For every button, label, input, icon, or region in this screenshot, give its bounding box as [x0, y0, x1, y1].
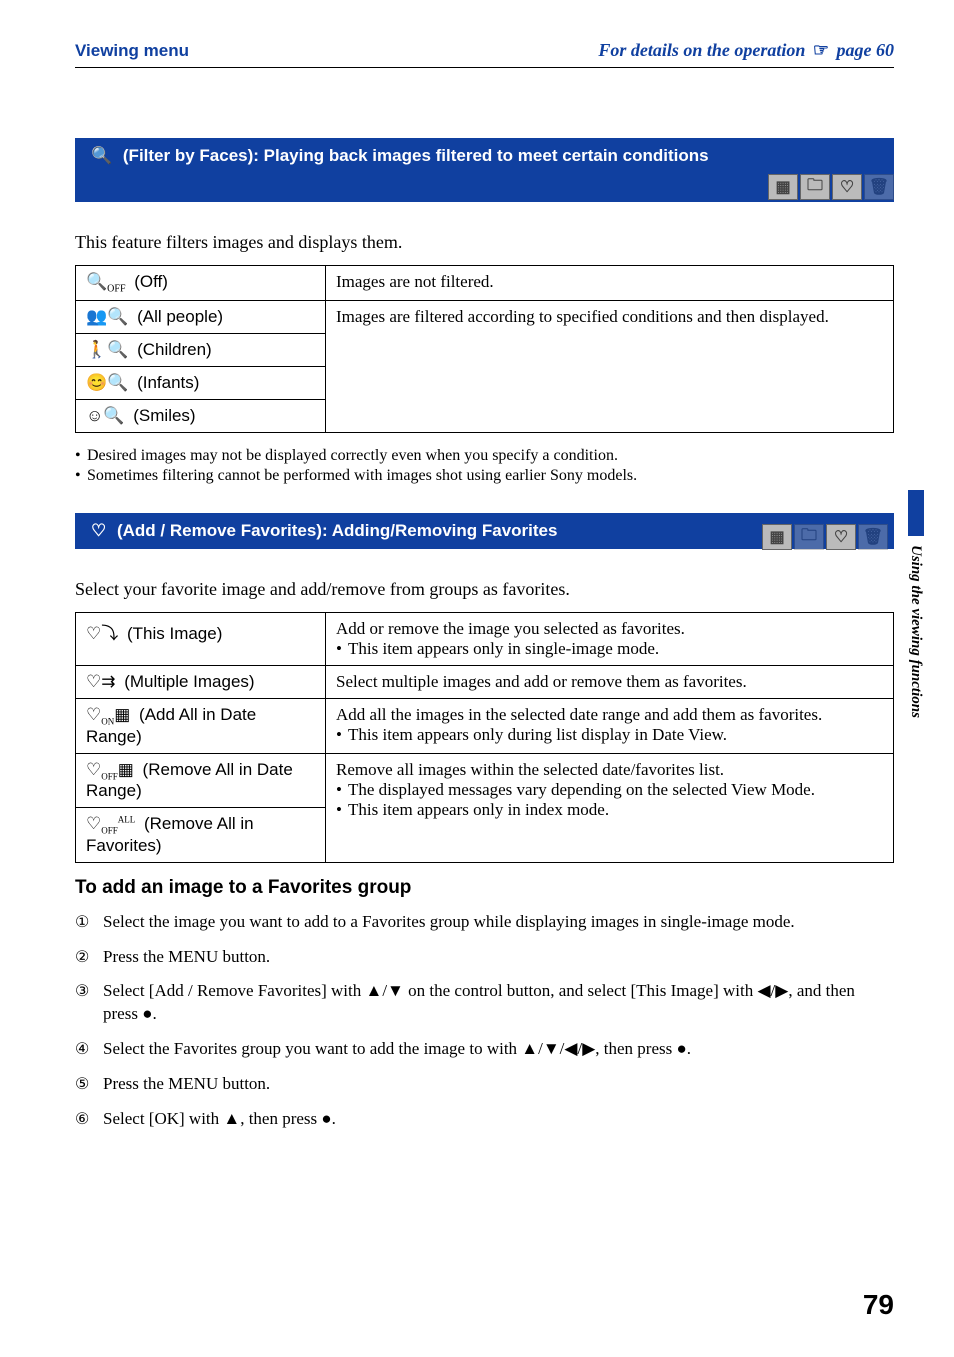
step-number-icon: ④ [75, 1039, 89, 1061]
step-item: ⑤Press the MENU button. [75, 1073, 894, 1096]
side-section-label: Using the viewing functions [907, 545, 924, 718]
calendar-mode-icon: ▦ [762, 524, 792, 550]
step-number-icon: ② [75, 947, 89, 969]
mode-icon-row: ▦ 🗀 ♡ 🗑 [768, 172, 894, 202]
trash-mode-icon: 🗑 [864, 174, 894, 200]
folder-mode-icon: 🗀 [800, 174, 830, 200]
step-number-icon: ① [75, 912, 89, 934]
step-number-icon: ⑤ [75, 1074, 89, 1096]
section1-notes: Desired images may not be displayed corr… [75, 447, 894, 485]
header-left: Viewing menu [75, 41, 189, 61]
multiple-images-icon: ♡⇉ [86, 672, 115, 691]
section-filter-by-faces: 🔍 (Filter by Faces): Playing back images… [75, 138, 894, 202]
step-number-icon: ⑥ [75, 1109, 89, 1131]
section2-intro: Select your favorite image and add/remov… [75, 579, 894, 600]
trash-mode-icon: 🗑 [858, 524, 888, 550]
favorites-mode-icon: ♡ [826, 524, 856, 550]
favorites-options-table: ♡⤵ (This Image) Add or remove the image … [75, 612, 894, 862]
subheading-add-favorites: To add an image to a Favorites group [75, 877, 894, 899]
off-icon: 🔍OFF [86, 272, 126, 291]
row-children: 🚶🔍 (Children) [76, 334, 326, 367]
row-smiles: ☺🔍 (Smiles) [76, 400, 326, 433]
row-remove-all-favorites: ♡OFFALL (Remove All in Favorites) [76, 808, 326, 862]
step-item: ①Select the image you want to add to a F… [75, 911, 894, 934]
page-number: 79 [863, 1289, 894, 1321]
section1-intro: This feature filters images and displays… [75, 232, 894, 253]
step-item: ②Press the MENU button. [75, 946, 894, 969]
add-all-date-icon: ♡ON▦ [86, 705, 130, 724]
row-add-all-date: ♡ON▦ (Add All in Date Range) [76, 699, 326, 753]
row-add-all-date-desc: Add all the images in the selected date … [326, 699, 894, 753]
section-title: (Add / Remove Favorites): Adding/Removin… [112, 521, 557, 540]
step-item: ④Select the Favorites group you want to … [75, 1038, 894, 1061]
row-multiple-images-desc: Select multiple images and add or remove… [326, 666, 894, 699]
mode-icon-row: ▦ 🗀 ♡ 🗑 [762, 522, 888, 540]
this-image-icon: ♡⤵ [86, 624, 118, 643]
section-title: (Filter by Faces): Playing back images f… [118, 146, 708, 165]
pointer-icon: ☞ [813, 40, 829, 61]
step-item: ③Select [Add / Remove Favorites] with ▲/… [75, 980, 894, 1026]
smiles-icon: ☺🔍 [86, 406, 125, 425]
calendar-mode-icon: ▦ [768, 174, 798, 200]
row-off-desc: Images are not filtered. [326, 266, 894, 301]
remove-all-date-icon: ♡OFF▦ [86, 760, 134, 779]
filter-options-table: 🔍OFF (Off) Images are not filtered. 👥🔍 (… [75, 265, 894, 433]
step-number-icon: ③ [75, 981, 89, 1003]
all-people-icon: 👥🔍 [86, 307, 128, 326]
row-filtered-desc: Images are filtered according to specifi… [326, 301, 894, 433]
infants-icon: 😊🔍 [86, 373, 128, 392]
magnifier-icon: 🔍 [91, 146, 112, 165]
note-item: Desired images may not be displayed corr… [75, 447, 894, 465]
row-all-people: 👥🔍 (All people) [76, 301, 326, 334]
row-infants: 😊🔍 (Infants) [76, 367, 326, 400]
children-icon: 🚶🔍 [86, 340, 128, 359]
row-remove-all-date: ♡OFF▦ (Remove All in Date Range) [76, 753, 326, 807]
step-item: ⑥Select [OK] with ▲, then press ●. [75, 1108, 894, 1131]
note-item: Sometimes filtering cannot be performed … [75, 467, 894, 485]
row-multiple-images: ♡⇉ (Multiple Images) [76, 666, 326, 699]
row-this-image-desc: Add or remove the image you selected as … [326, 613, 894, 666]
side-tab-marker [908, 490, 924, 536]
heart-icon: ♡ [91, 521, 106, 540]
header-right: For details on the operation ☞ page 60 [598, 40, 894, 61]
section-add-remove-favorites: ♡ (Add / Remove Favorites): Adding/Remov… [75, 513, 894, 549]
row-this-image: ♡⤵ (This Image) [76, 613, 326, 666]
row-remove-desc: Remove all images within the selected da… [326, 753, 894, 862]
steps-list: ①Select the image you want to add to a F… [75, 911, 894, 1132]
folder-mode-icon: 🗀 [794, 524, 824, 550]
row-off: 🔍OFF (Off) [76, 266, 326, 301]
remove-all-fav-icon: ♡OFFALL [86, 814, 135, 833]
page-header: Viewing menu For details on the operatio… [75, 40, 894, 68]
favorites-mode-icon: ♡ [832, 174, 862, 200]
